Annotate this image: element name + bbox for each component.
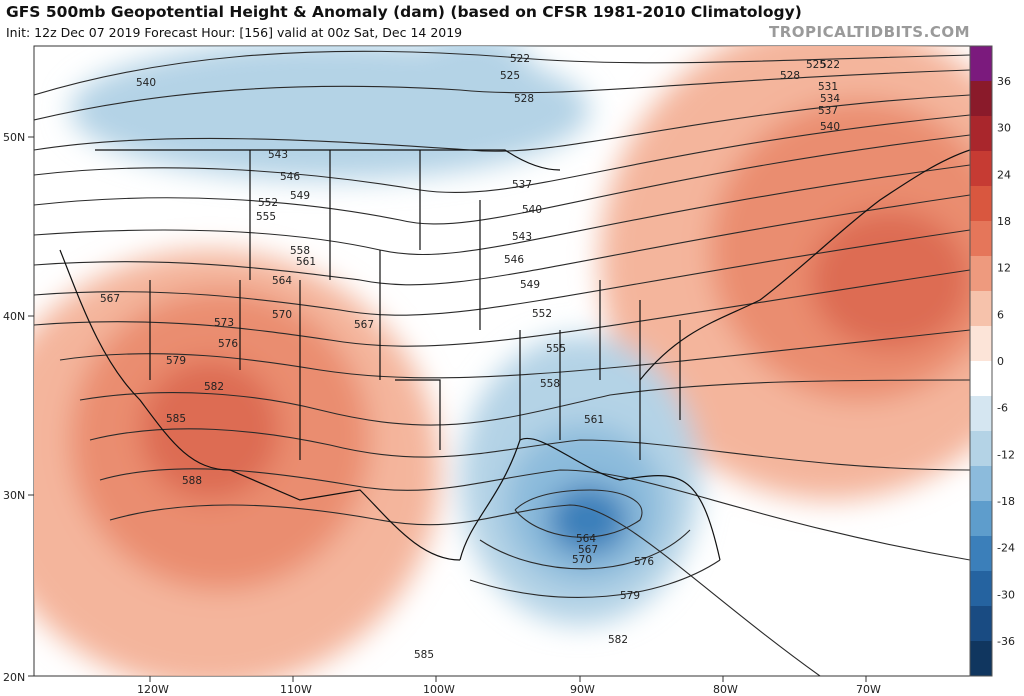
contour-label: 540 — [522, 204, 542, 216]
contour-label: 522 — [820, 59, 840, 71]
contour-label: 573 — [214, 317, 234, 329]
colorbar-tick-label: 30 — [997, 122, 1011, 135]
contour-label: 555 — [546, 343, 566, 355]
map-title: GFS 500mb Geopotential Height & Anomaly … — [6, 3, 802, 21]
colorbar-swatch — [970, 81, 992, 117]
low-center-label: 570 — [572, 554, 592, 566]
lon-label-110w: 110W — [280, 683, 312, 696]
low-center-label: 567 — [578, 544, 598, 556]
colorbar-swatch — [970, 256, 992, 292]
colorbar-swatch — [970, 466, 992, 502]
contour-label: 525 — [806, 59, 826, 71]
contour-label: 579 — [166, 355, 186, 367]
colorbar-tick-label: 12 — [997, 262, 1011, 275]
contour-label: 540 — [820, 121, 840, 133]
contour-label: 564 — [272, 275, 292, 287]
trough-anomaly-north-2 — [400, 46, 540, 150]
colorbar-tick-label: -12 — [997, 448, 1015, 461]
colorbar-tick-label: -24 — [997, 542, 1015, 555]
colorbar-frame — [969, 45, 993, 677]
contour-label: 588 — [182, 475, 202, 487]
colorbar-tick-label: -18 — [997, 495, 1015, 508]
contour-label: 528 — [514, 93, 534, 105]
political-borders — [59, 149, 970, 561]
colorbar-tick-label: -6 — [997, 402, 1008, 415]
contour-label: 576 — [218, 338, 238, 350]
anomaly-shading — [34, 46, 970, 676]
colorbar-swatch — [970, 606, 992, 642]
contour-label: 522 — [510, 53, 530, 65]
contour-label: 543 — [512, 231, 532, 243]
contour-label: 546 — [504, 254, 524, 266]
contour-label: 570 — [272, 309, 292, 321]
lon-label-100w: 100W — [423, 683, 455, 696]
colorbar-swatch — [970, 536, 992, 572]
colorbar-swatch — [970, 291, 992, 327]
ridge-anomaly-east-max — [810, 210, 970, 350]
contour-label: 525 — [500, 70, 520, 82]
colorbar-swatch — [970, 326, 992, 362]
contour-label: 567 — [354, 319, 374, 331]
colorbar-swatch — [970, 641, 992, 677]
colorbar-tick-label: -30 — [997, 588, 1015, 601]
contour-label: 549 — [290, 190, 310, 202]
contour-label: 546 — [280, 171, 300, 183]
colorbar-tick-label: -36 — [997, 635, 1015, 648]
contour-label: 561 — [296, 256, 316, 268]
contour-label: 552 — [532, 308, 552, 320]
lon-label-70w: 70W — [856, 683, 881, 696]
colorbar-tick-label: 6 — [997, 308, 1004, 321]
colorbar-tick-label: 0 — [997, 355, 1004, 368]
contour-label: 582 — [204, 381, 224, 393]
lon-label-90w: 90W — [570, 683, 595, 696]
contour-label: 543 — [268, 149, 288, 161]
axis-ticks — [28, 136, 867, 682]
contour-label: 576 — [634, 556, 654, 568]
contour-label: 582 — [608, 634, 628, 646]
colorbar-swatch — [970, 571, 992, 607]
lat-label-20n: 20N — [3, 671, 25, 684]
colorbar-swatch — [970, 186, 992, 222]
colorbar-swatch — [970, 116, 992, 152]
contour-label: 549 — [520, 279, 540, 291]
contour-labels: 522 525 528 531 534 537 540 543 546 549 … — [100, 53, 840, 661]
colorbar-swatch — [970, 396, 992, 432]
contour-label: 540 — [136, 77, 156, 89]
contour-label: 552 — [258, 197, 278, 209]
low-anomaly-gulf-max — [548, 485, 628, 555]
lat-label-50n: 50N — [3, 131, 25, 144]
lon-label-120w: 120W — [137, 683, 169, 696]
brand-watermark: TROPICALTIDBITS.COM — [769, 23, 970, 41]
colorbar-swatch — [970, 151, 992, 187]
contour-label: 537 — [512, 179, 532, 191]
map-subtitle: Init: 12z Dec 07 2019 Forecast Hour: [15… — [6, 25, 463, 40]
lon-label-80w: 80W — [713, 683, 738, 696]
colorbar-tick-label: 18 — [997, 215, 1011, 228]
lat-label-30n: 30N — [3, 489, 25, 502]
ridge-anomaly-west-max — [140, 360, 280, 500]
contour-label: 555 — [256, 211, 276, 223]
contour-label: 585 — [166, 413, 186, 425]
colorbar-swatch — [970, 431, 992, 467]
colorbar-swatch — [970, 501, 992, 537]
contour-label: 558 — [290, 245, 310, 257]
colorbar: 36 30 24 18 12 6 0 -6 -12 -18 -24 -30 -36 — [969, 45, 1015, 677]
colorbar-swatch — [970, 361, 992, 397]
contour-label: 561 — [584, 414, 604, 426]
contour-label: 585 — [414, 649, 434, 661]
lat-label-40n: 40N — [3, 310, 25, 323]
contour-label: 528 — [780, 70, 800, 82]
contour-label: 537 — [818, 105, 838, 117]
colorbar-swatch — [970, 221, 992, 257]
colorbar-swatch — [970, 46, 992, 82]
colorbar-tick-label: 24 — [997, 168, 1011, 181]
contour-label: 567 — [100, 293, 120, 305]
contour-label: 558 — [540, 378, 560, 390]
colorbar-tick-label: 36 — [997, 75, 1011, 88]
contour-label: 534 — [820, 93, 840, 105]
low-center-label: 564 — [576, 533, 596, 545]
contour-label: 531 — [818, 81, 838, 93]
contour-label: 579 — [620, 590, 640, 602]
